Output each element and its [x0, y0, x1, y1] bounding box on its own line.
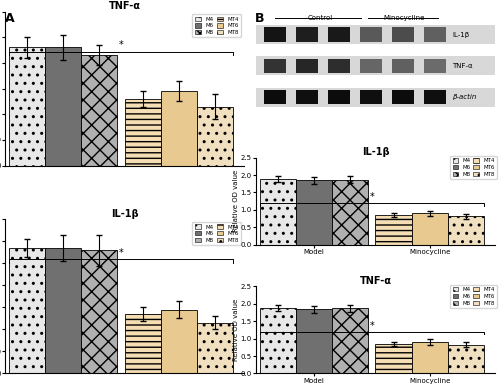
Bar — [448, 345, 484, 373]
Bar — [45, 47, 81, 166]
Bar — [412, 213, 448, 245]
Bar — [264, 59, 286, 73]
Bar — [392, 59, 414, 73]
Text: Control: Control — [308, 15, 333, 21]
Bar — [124, 99, 160, 166]
Bar — [160, 91, 197, 166]
Title: IL-1β: IL-1β — [110, 209, 138, 219]
Text: A: A — [5, 12, 15, 25]
Text: β-actin: β-actin — [452, 94, 476, 100]
Bar — [332, 180, 368, 245]
Bar — [360, 27, 382, 42]
Bar — [197, 107, 233, 166]
Text: *: * — [118, 248, 124, 258]
Y-axis label: Relative OD value: Relative OD value — [233, 299, 239, 361]
Legend: M4, M6, M8, MT4, MT6, MT8: M4, M6, M8, MT4, MT6, MT8 — [450, 285, 497, 308]
Bar — [328, 27, 350, 42]
Bar — [392, 27, 414, 42]
Bar — [81, 250, 118, 373]
Bar — [328, 59, 350, 73]
Bar — [296, 59, 318, 73]
Text: IL-1β: IL-1β — [452, 32, 469, 37]
Title: TNF-α: TNF-α — [360, 276, 392, 286]
Bar — [412, 342, 448, 373]
Text: *: * — [118, 40, 124, 50]
Bar — [264, 90, 286, 104]
Bar — [160, 310, 197, 373]
Bar — [8, 47, 45, 166]
Bar — [8, 248, 45, 373]
Bar — [296, 309, 332, 373]
Bar — [424, 90, 446, 104]
Legend: M4, M6, M8, MT4, MT6, MT8: M4, M6, M8, MT4, MT6, MT8 — [192, 14, 241, 37]
Text: *: * — [370, 321, 374, 331]
Bar — [376, 344, 412, 373]
Bar — [296, 90, 318, 104]
Legend: M4, M6, M8, MT4, MT6, MT8: M4, M6, M8, MT4, MT6, MT8 — [192, 222, 241, 245]
Text: Minocycline: Minocycline — [384, 15, 425, 21]
Text: TNF-α: TNF-α — [452, 63, 472, 69]
Bar — [81, 55, 118, 166]
Text: B: B — [255, 12, 264, 25]
Bar — [424, 59, 446, 73]
Bar — [332, 308, 368, 373]
Bar — [296, 180, 332, 245]
Bar — [124, 314, 160, 373]
Bar — [392, 90, 414, 104]
Bar — [256, 88, 495, 107]
Bar — [45, 248, 81, 373]
Bar — [360, 59, 382, 73]
Bar — [197, 323, 233, 373]
Bar — [264, 27, 286, 42]
Text: *: * — [370, 192, 374, 202]
Legend: M4, M6, M8, MT4, MT6, MT8: M4, M6, M8, MT4, MT6, MT8 — [450, 156, 497, 179]
Bar — [256, 57, 495, 75]
Title: IL-1β: IL-1β — [362, 147, 390, 157]
Bar — [256, 25, 495, 44]
Bar — [360, 90, 382, 104]
Title: TNF-α: TNF-α — [108, 1, 140, 11]
Bar — [260, 179, 296, 245]
Bar — [448, 216, 484, 245]
Bar — [376, 215, 412, 245]
Bar — [296, 27, 318, 42]
Bar — [260, 308, 296, 373]
Y-axis label: Relative OD value: Relative OD value — [233, 170, 239, 232]
Bar — [328, 90, 350, 104]
Bar — [424, 27, 446, 42]
